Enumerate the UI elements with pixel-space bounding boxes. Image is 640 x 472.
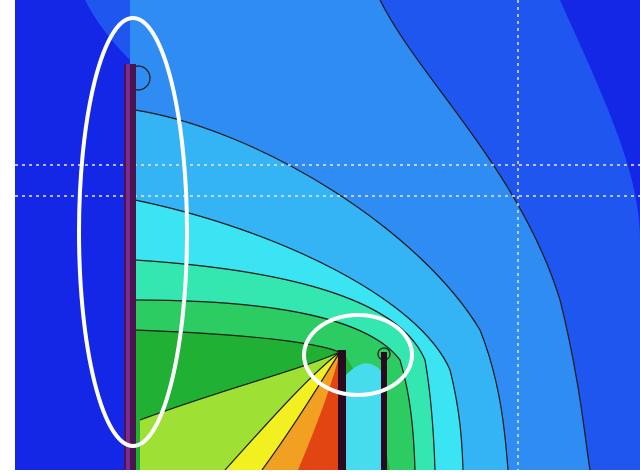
electrode	[381, 352, 387, 470]
field-plot	[0, 0, 640, 472]
gap-region	[346, 363, 382, 470]
electrode	[338, 350, 346, 470]
plate-highlight	[126, 64, 130, 470]
page	[0, 0, 640, 472]
contour-field	[15, 0, 640, 470]
